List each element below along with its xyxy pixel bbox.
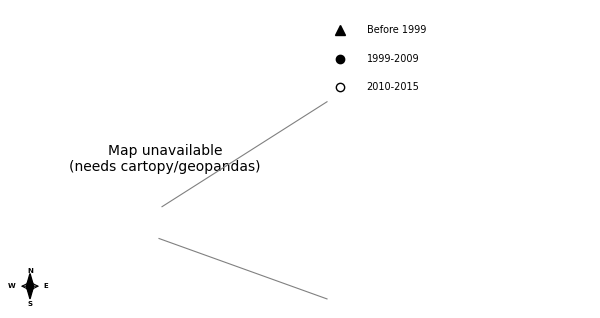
Text: S: S xyxy=(28,301,32,307)
Text: Before 1999: Before 1999 xyxy=(367,25,426,35)
Text: E: E xyxy=(43,283,48,289)
Text: 1999-2009: 1999-2009 xyxy=(367,54,419,64)
Text: N: N xyxy=(27,268,33,274)
Text: Map unavailable
(needs cartopy/geopandas): Map unavailable (needs cartopy/geopandas… xyxy=(69,144,261,174)
Text: 2010-2015: 2010-2015 xyxy=(367,82,419,93)
Polygon shape xyxy=(26,273,34,299)
Text: W: W xyxy=(8,283,16,289)
